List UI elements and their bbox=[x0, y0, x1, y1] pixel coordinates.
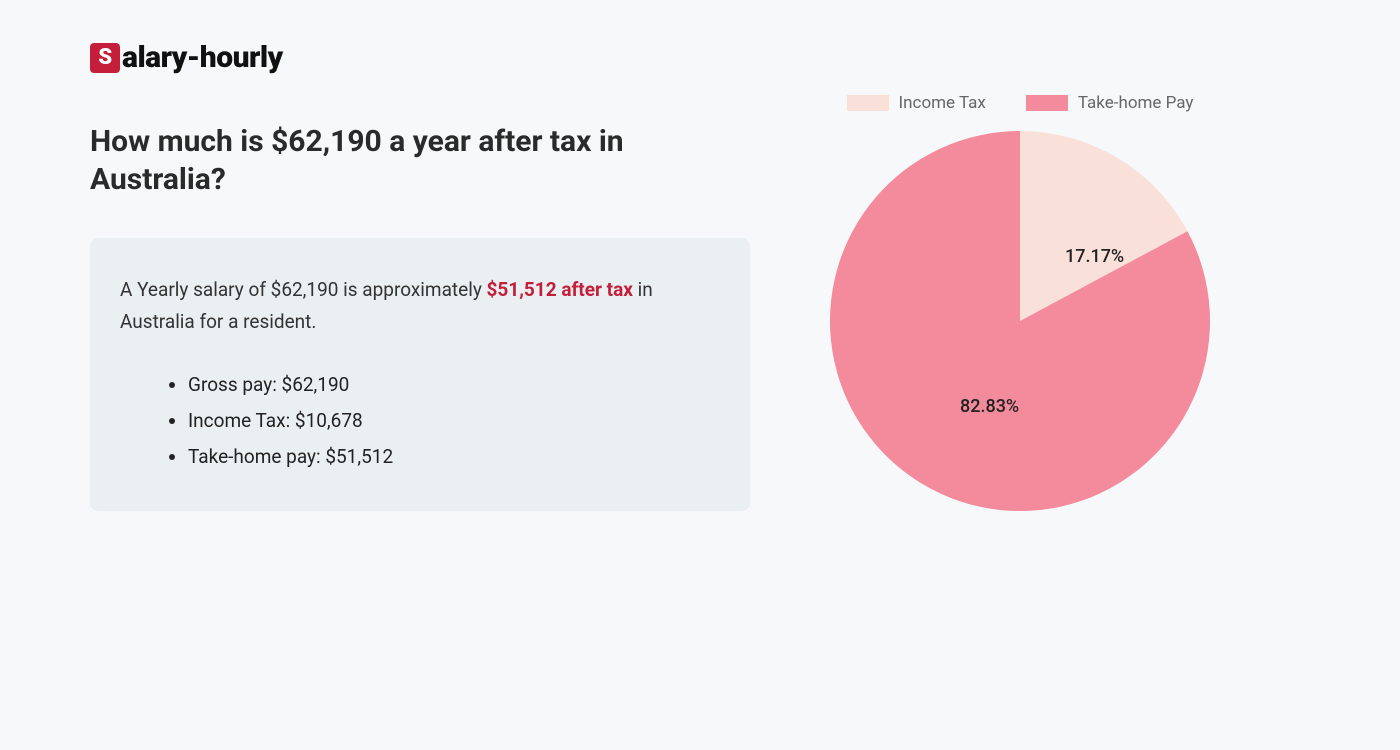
logo-badge: S bbox=[90, 43, 120, 73]
list-item: Gross pay: $62,190 bbox=[188, 367, 720, 403]
legend-item-income-tax: Income Tax bbox=[847, 93, 986, 113]
list-item: Take-home pay: $51,512 bbox=[188, 439, 720, 475]
pie-slice-label: 82.83% bbox=[960, 396, 1019, 417]
legend-label: Take-home Pay bbox=[1078, 93, 1194, 113]
legend-swatch bbox=[847, 95, 889, 111]
chart-legend: Income Tax Take-home Pay bbox=[847, 93, 1194, 113]
pie-chart: 17.17% 82.83% bbox=[830, 131, 1210, 511]
summary-list: Gross pay: $62,190 Income Tax: $10,678 T… bbox=[120, 367, 720, 475]
legend-swatch bbox=[1026, 95, 1068, 111]
pie-svg bbox=[830, 131, 1210, 511]
summary-paragraph: A Yearly salary of $62,190 is approximat… bbox=[120, 274, 720, 339]
summary-highlight: $51,512 after tax bbox=[487, 278, 633, 301]
legend-item-take-home: Take-home Pay bbox=[1026, 93, 1194, 113]
legend-label: Income Tax bbox=[899, 93, 986, 113]
list-item: Income Tax: $10,678 bbox=[188, 403, 720, 439]
summary-box: A Yearly salary of $62,190 is approximat… bbox=[90, 238, 750, 511]
site-logo: Salary-hourly bbox=[90, 40, 1310, 75]
page-title: How much is $62,190 a year after tax in … bbox=[90, 123, 710, 198]
summary-prefix: A Yearly salary of $62,190 is approximat… bbox=[120, 278, 487, 301]
pie-slice-label: 17.17% bbox=[1065, 246, 1124, 267]
logo-text: alary-hourly bbox=[122, 40, 283, 75]
